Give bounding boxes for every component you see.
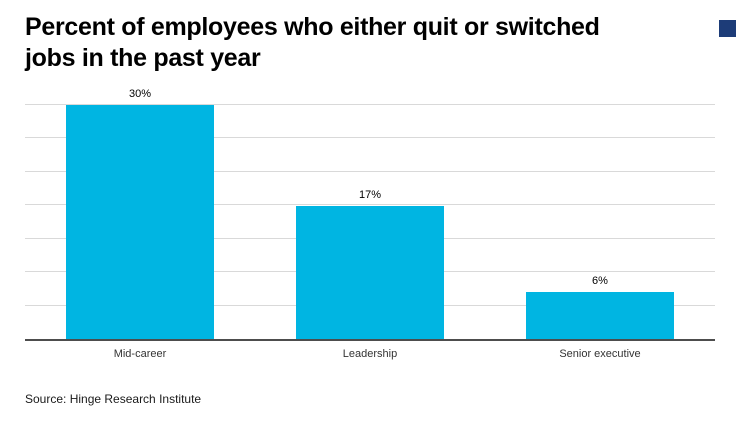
- chart-title: Percent of employees who either quit or …: [25, 12, 680, 73]
- gridline: [25, 137, 715, 139]
- x-axis-label-senior-executive: Senior executive: [559, 348, 641, 360]
- chart-title-line2: jobs in the past year: [25, 43, 261, 72]
- bar-mid-career: 30%: [66, 88, 214, 339]
- bar-value-label: 6%: [592, 275, 608, 288]
- bar-senior-executive: 6%: [526, 275, 674, 339]
- gridline: [25, 104, 715, 105]
- x-axis-label-mid-career: Mid-career: [113, 348, 167, 360]
- gridline: [25, 204, 715, 206]
- bar-value-label: 17%: [358, 189, 382, 202]
- x-axis-labels: Mid-career Leadership Senior executive: [25, 348, 715, 360]
- bar-value-label: 30%: [128, 88, 152, 100]
- chart-title-line1: Percent of employees who either quit or …: [25, 13, 600, 41]
- page: Percent of employees who either quit or …: [0, 12, 740, 406]
- gridline: [25, 170, 715, 172]
- brand-mark: [719, 20, 736, 37]
- source-note: Source: Hinge Research Institute: [25, 392, 202, 406]
- chart: 30% 17% 6%: [25, 88, 715, 341]
- bar-leadership: 17%: [296, 189, 444, 339]
- bars: 30% 17% 6%: [25, 88, 715, 339]
- x-axis-label-leadership: Leadership: [342, 348, 398, 360]
